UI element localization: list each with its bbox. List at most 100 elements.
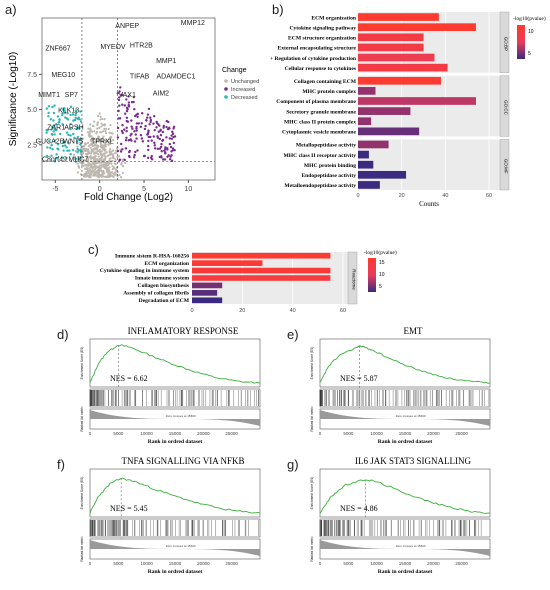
bar [192, 260, 263, 266]
point-decreased [50, 125, 54, 128]
point-decreased [69, 134, 72, 137]
point-increased [145, 118, 148, 122]
point-increased [120, 93, 124, 97]
point-unchanged [94, 154, 97, 158]
point-increased [153, 114, 156, 118]
point-unchanged [120, 163, 123, 166]
point-unchanged [97, 138, 100, 141]
point-increased [147, 107, 151, 111]
point-unchanged [89, 128, 92, 131]
legend-title: -log10(pvalue) [513, 15, 546, 22]
x-tick-label: 60 [340, 308, 346, 314]
point-increased [164, 151, 167, 154]
bar [358, 127, 420, 136]
point-unchanged [100, 146, 103, 149]
point-increased [159, 145, 163, 149]
point-increased [153, 144, 156, 147]
point-increased [119, 142, 123, 146]
gene-label: MEG10 [51, 72, 75, 79]
point-increased [123, 104, 127, 107]
point-decreased [60, 156, 64, 159]
point-decreased [69, 152, 72, 156]
bar [358, 150, 369, 159]
point-unchanged [87, 127, 90, 130]
point-decreased [62, 149, 65, 152]
point-unchanged [101, 137, 104, 140]
point-unchanged [113, 173, 116, 176]
point-decreased [77, 116, 80, 119]
point-decreased [47, 105, 51, 108]
point-decreased [64, 116, 67, 119]
point-unchanged [109, 153, 112, 156]
point-unchanged [94, 152, 98, 155]
point-increased [118, 104, 121, 107]
gsea-title: EMT [404, 326, 424, 336]
point-unchanged [104, 163, 107, 167]
point-unchanged [112, 139, 115, 142]
point-unchanged [101, 140, 104, 143]
bar-label: ECM structure organization [288, 36, 357, 42]
bar [358, 76, 442, 85]
bar [358, 13, 439, 21]
point-unchanged [90, 152, 93, 155]
point-decreased [61, 144, 65, 148]
y-axis-label: Significance (-Log10) [8, 52, 19, 147]
point-unchanged [77, 155, 80, 159]
point-unchanged [98, 170, 101, 173]
es-frame [89, 338, 261, 388]
es-frame [319, 338, 491, 388]
point-unchanged [84, 174, 87, 178]
bar-label: Assembly of collagen fibrils [123, 290, 190, 296]
facet-strip [347, 251, 358, 305]
point-unchanged [93, 120, 96, 123]
point-decreased [79, 110, 82, 113]
point-decreased [50, 128, 53, 131]
point-unchanged [121, 158, 124, 161]
bar [358, 43, 424, 52]
x-tick-label: 20000 [427, 431, 440, 436]
facet-label: Reactome [352, 269, 357, 290]
point-increased [127, 105, 131, 108]
point-increased [118, 90, 121, 93]
legend-tick: 5 [379, 284, 382, 290]
point-increased [140, 137, 144, 140]
point-increased [123, 158, 126, 162]
point-unchanged [111, 149, 115, 152]
point-increased [166, 148, 169, 151]
point-decreased [74, 112, 78, 115]
nes-label: NES = 4.86 [340, 504, 378, 513]
bar [358, 181, 380, 189]
bar-label: ECM organization [311, 15, 356, 21]
point-increased [150, 139, 153, 142]
gene-label: ANPEP [115, 23, 139, 30]
point-unchanged [95, 132, 98, 135]
point-decreased [79, 120, 83, 123]
point-unchanged [76, 171, 79, 174]
point-decreased [56, 147, 59, 150]
point-unchanged [81, 155, 84, 159]
x-tick-label: 0 [89, 561, 92, 566]
point-increased [170, 154, 173, 157]
point-unchanged [95, 159, 98, 162]
bar [358, 23, 476, 32]
point-increased [158, 137, 162, 141]
point-increased [134, 133, 137, 136]
bar-label: Cellular response to cytokines [285, 66, 357, 72]
ranked-metric-area [90, 410, 260, 427]
point-increased [166, 155, 169, 159]
panel-a-label: a) [5, 2, 17, 17]
legend-tick: 10 [379, 272, 385, 278]
point-unchanged [93, 151, 96, 154]
x-tick-label: 40 [442, 193, 448, 199]
x-tick-label: 10000 [370, 561, 383, 566]
point-unchanged [90, 130, 93, 133]
point-unchanged [101, 175, 104, 178]
point-decreased [63, 144, 67, 147]
point-increased [170, 137, 174, 140]
point-decreased [58, 118, 61, 121]
point-unchanged [100, 159, 103, 162]
point-unchanged [93, 168, 97, 171]
gene-label: C8orf49 [42, 157, 67, 164]
enrichment-score-curve [89, 477, 261, 514]
point-unchanged [96, 172, 99, 175]
